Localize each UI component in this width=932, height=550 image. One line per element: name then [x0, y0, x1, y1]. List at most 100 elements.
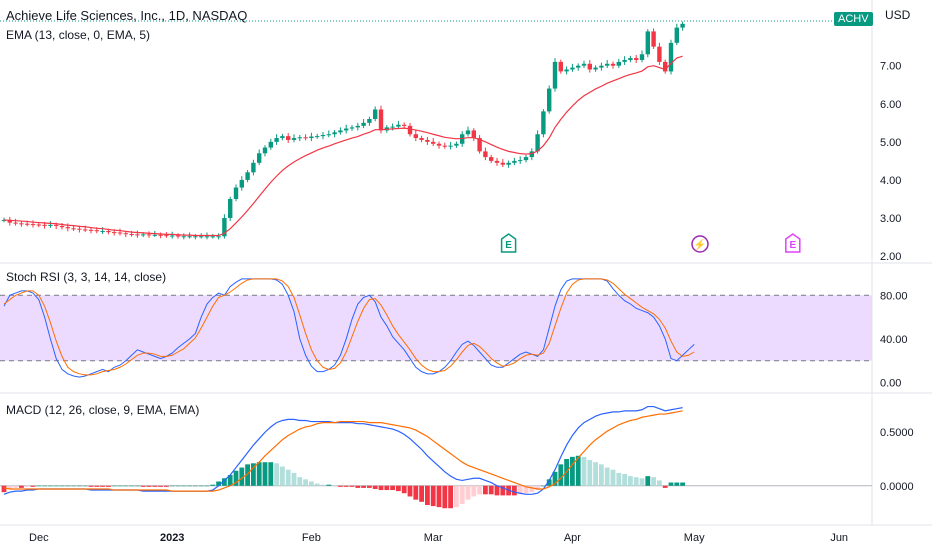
macd-histogram-bar — [332, 485, 337, 487]
ticker-badge: ACHV — [834, 12, 873, 26]
candle-body — [77, 228, 82, 230]
candle-body — [228, 198, 233, 219]
candle-body — [552, 61, 558, 89]
macd-histogram-bar — [59, 485, 65, 487]
ema-indicator-label[interactable]: EMA (13, close, 0, EMA, 5) — [6, 28, 151, 42]
macd-histogram-bar — [657, 480, 662, 486]
time-tick-label: Dec — [29, 532, 49, 544]
macd-histogram-bar — [465, 485, 471, 500]
macd-histogram-bar — [88, 485, 94, 487]
macd-histogram-bar — [42, 485, 47, 487]
macd-histogram-bar — [146, 485, 152, 487]
candle-body — [657, 46, 662, 62]
candle-body — [587, 63, 592, 70]
macd-histogram-bar — [30, 485, 36, 487]
macd-histogram-bar — [390, 485, 395, 491]
macd-histogram-bar — [622, 473, 627, 486]
candle-body — [268, 141, 273, 148]
macd-tick-label: 0.5000 — [880, 427, 914, 439]
candle-body — [146, 234, 152, 236]
macd-histogram-bar — [1, 485, 7, 493]
macd-histogram-bar — [36, 485, 42, 487]
candle-body — [262, 147, 268, 154]
candle-body — [518, 160, 523, 162]
macd-histogram-bar — [326, 484, 332, 486]
candle-body — [13, 222, 18, 224]
macd-histogram-bar — [523, 485, 529, 494]
candle-body — [610, 63, 616, 66]
candle-body — [396, 124, 401, 127]
macd-histogram-bar — [378, 485, 384, 491]
candle-body — [152, 234, 157, 236]
macd-histogram-bar — [384, 485, 390, 491]
candle-body — [42, 224, 47, 226]
candle-body — [216, 236, 221, 238]
events-layer[interactable]: E ⚡ E — [500, 233, 801, 253]
candle-body — [344, 128, 349, 131]
candles-layer — [1, 21, 685, 240]
macd-histogram-bar — [529, 485, 535, 493]
macd-histogram-bar — [65, 485, 71, 487]
macd-histogram-bar — [610, 469, 616, 486]
currency-label[interactable]: USD — [885, 8, 911, 22]
macd-histogram-bar — [541, 485, 546, 487]
macd-histogram-bar — [639, 478, 645, 486]
candle-body — [477, 138, 482, 152]
macd-histogram-bar — [280, 466, 285, 486]
macd-histogram-bar — [512, 485, 517, 496]
candle-body — [315, 136, 320, 138]
macd-histogram-bar — [477, 485, 482, 495]
candle-body — [431, 141, 436, 144]
candle-body — [494, 160, 500, 163]
candle-body — [436, 143, 442, 146]
candle-body — [547, 88, 552, 112]
macd-histogram-bar — [227, 475, 233, 486]
macd-histogram-bar — [674, 482, 680, 486]
candle-body — [135, 234, 140, 236]
macd-histogram-bar — [24, 485, 30, 487]
macd-histogram-bar — [256, 462, 262, 486]
candle-body — [320, 135, 326, 137]
macd-histogram-bar — [419, 485, 424, 502]
candle-body — [407, 125, 413, 135]
macd-histogram-bar — [535, 485, 540, 491]
macd-histogram-bar — [268, 462, 274, 486]
candle-body — [674, 27, 679, 43]
candle-body — [48, 224, 53, 226]
candle-body — [106, 230, 111, 233]
macd-histogram-bar — [314, 483, 320, 486]
macd-histogram-bar — [94, 485, 100, 487]
macd-histogram-bar — [77, 485, 82, 487]
stoch-rsi-label[interactable]: Stoch RSI (3, 3, 14, 14, close) — [6, 270, 167, 284]
macd-histogram-bar — [71, 485, 76, 487]
candle-body — [83, 229, 88, 231]
macd-tick-label: 0.0000 — [880, 481, 914, 493]
candle-body — [245, 172, 250, 180]
macd-histogram-bar — [303, 479, 308, 486]
macd-label[interactable]: MACD (12, 26, close, 9, EMA, EMA) — [6, 403, 200, 417]
candle-body — [639, 54, 645, 60]
split-icon[interactable]: ⚡ — [691, 235, 709, 253]
earnings-icon[interactable]: E — [500, 233, 517, 253]
candle-body — [291, 138, 297, 140]
macd-histogram-bar — [117, 485, 123, 487]
earnings-upcoming-icon[interactable]: E — [785, 233, 801, 253]
candle-body — [164, 235, 169, 237]
candle-body — [419, 138, 424, 140]
macd-histogram-bar — [82, 485, 88, 487]
macd-histogram-bar — [7, 485, 13, 489]
stoch-tick-label: 40.00 — [880, 334, 908, 346]
svg-text:E: E — [505, 240, 512, 251]
time-tick-label: Mar — [424, 532, 443, 544]
macd-histogram-bar — [483, 485, 488, 495]
macd-histogram-bar — [338, 485, 343, 487]
candle-body — [36, 224, 41, 226]
candle-body — [471, 130, 476, 139]
candle-body — [88, 229, 94, 231]
candle-body — [239, 179, 244, 188]
time-tick-label: Apr — [564, 532, 581, 544]
candle-body — [222, 218, 227, 237]
macd-histogram-bar — [517, 485, 523, 495]
